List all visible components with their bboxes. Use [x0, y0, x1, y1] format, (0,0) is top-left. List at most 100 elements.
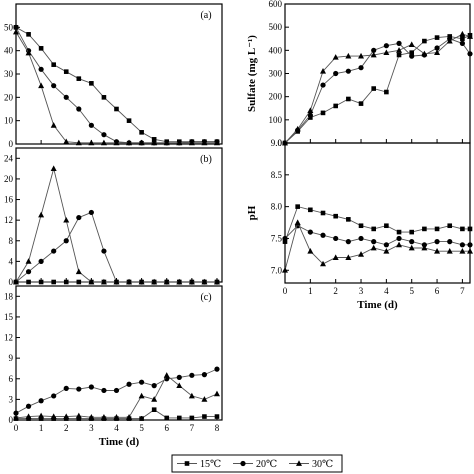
- x-tick-label: 6: [164, 423, 169, 433]
- data-point: [189, 415, 195, 421]
- y-tick-label: 0: [9, 415, 14, 425]
- x-tick-label: 7: [460, 286, 465, 296]
- panel-b: 0 4 8 12 16 20 24 (b): [4, 147, 223, 287]
- panel-label: (b): [200, 154, 212, 165]
- y-axis-label: pH: [246, 205, 258, 220]
- data-point: [163, 278, 170, 285]
- data-point: [213, 390, 220, 397]
- data-point: [126, 381, 132, 387]
- data-point: [38, 66, 44, 72]
- data-point: [308, 207, 313, 213]
- data-point: [346, 96, 351, 102]
- data-point: [307, 107, 314, 113]
- legend-box: [171, 454, 343, 473]
- x-tick-label: 0: [14, 423, 19, 433]
- data-point: [333, 213, 338, 219]
- data-point: [421, 244, 428, 251]
- y-tick-label: 600: [269, 0, 283, 9]
- data-point: [38, 279, 44, 285]
- data-point: [202, 414, 207, 419]
- y-tick-label: 3: [9, 394, 14, 404]
- data-point: [446, 37, 453, 44]
- data-point: [100, 414, 107, 420]
- data-point: [139, 379, 145, 385]
- data-point: [295, 204, 300, 209]
- y-tick-label: 24: [4, 153, 14, 163]
- data-point: [346, 217, 351, 222]
- y-tick-label: 0: [278, 138, 283, 148]
- x-tick-label: 0: [283, 286, 288, 296]
- legend: 15℃ 20℃ 30℃: [171, 454, 343, 473]
- data-point: [446, 247, 453, 254]
- y-axis-label: Sulfate (mg L⁻¹): [246, 35, 258, 112]
- series-line-30℃: [15, 374, 218, 419]
- data-point: [25, 269, 32, 275]
- data-point: [307, 247, 314, 254]
- data-point: [26, 279, 31, 285]
- data-point: [294, 125, 301, 132]
- data-point: [76, 386, 82, 392]
- series-line-20℃: [284, 38, 471, 144]
- data-point: [51, 279, 56, 285]
- y-tick-label: 200: [269, 92, 283, 102]
- data-point: [214, 366, 220, 372]
- data-point: [63, 69, 69, 74]
- data-point: [13, 28, 19, 35]
- data-point: [383, 43, 389, 49]
- plot-frame: [284, 3, 471, 144]
- data-point: [447, 223, 453, 229]
- y-tick-label: 40: [4, 46, 14, 56]
- data-point: [76, 279, 82, 285]
- y-tick-label: 4: [9, 256, 14, 266]
- data-point: [383, 242, 389, 248]
- data-point: [384, 89, 389, 95]
- legend-marker-square: [184, 461, 190, 466]
- data-point: [320, 260, 327, 267]
- data-point: [38, 398, 44, 404]
- data-point: [126, 278, 133, 285]
- data-point: [358, 52, 365, 59]
- data-point: [26, 32, 31, 37]
- y-tick-label: 9.0: [271, 138, 283, 148]
- data-point: [51, 248, 57, 254]
- legend-label: 15℃: [200, 459, 221, 470]
- data-point: [63, 94, 69, 100]
- data-point: [76, 416, 82, 421]
- series-line-15℃: [284, 206, 470, 242]
- x-tick-label: 5: [139, 423, 144, 433]
- data-point: [176, 415, 182, 421]
- data-point: [113, 387, 120, 394]
- data-point: [320, 82, 326, 88]
- data-point: [358, 65, 364, 71]
- data-point: [89, 81, 94, 86]
- data-point: [371, 239, 377, 245]
- data-point: [333, 103, 338, 109]
- data-point: [13, 410, 19, 416]
- series-line-20℃: [15, 27, 217, 144]
- data-point: [151, 396, 158, 402]
- data-point: [434, 35, 440, 40]
- data-point: [434, 226, 440, 232]
- data-point: [138, 392, 145, 399]
- data-point: [76, 214, 82, 221]
- data-point: [307, 229, 313, 235]
- data-point: [422, 226, 427, 232]
- data-point: [214, 414, 220, 419]
- data-point: [409, 53, 415, 59]
- panel-sulfate: 0 100 200 300 400 500 600 Sulfate (mg L⁻¹): [246, 0, 473, 148]
- data-point: [201, 372, 208, 378]
- data-point: [408, 244, 415, 251]
- data-point: [101, 248, 107, 254]
- data-point: [164, 415, 170, 421]
- x-tick-label: 1: [39, 423, 44, 433]
- x-tick-label: 1: [308, 286, 313, 296]
- data-point: [88, 414, 95, 420]
- x-tick-label: 3: [89, 423, 94, 433]
- x-tick-label: 7: [190, 423, 195, 433]
- data-point: [201, 396, 208, 402]
- data-point: [467, 33, 473, 39]
- series-line-30℃: [284, 221, 470, 271]
- x-tick-label: 3: [359, 286, 364, 296]
